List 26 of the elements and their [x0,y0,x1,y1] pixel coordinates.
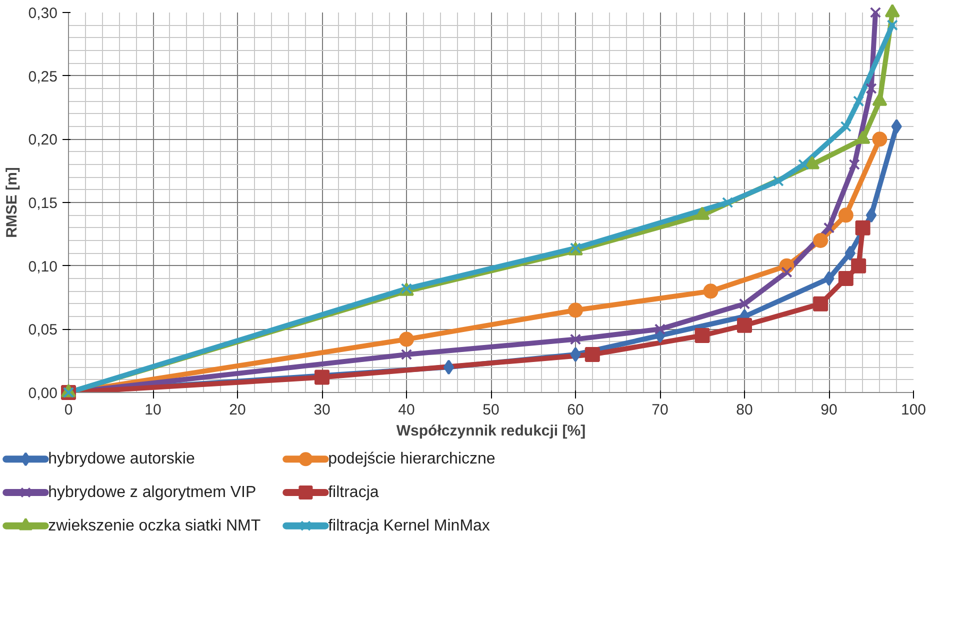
x-tick-label: 100 [900,402,926,418]
x-tick-label: 40 [398,402,415,418]
x-tick-label: 50 [482,402,500,418]
x-tick-label: 10 [144,402,162,418]
x-tick-label: 30 [314,402,330,418]
legend-label: hybrydowe z algorytmem VIP [48,484,256,501]
x-tick-label: 80 [736,402,753,418]
y-tick-label: 0,05 [28,322,58,339]
y-axis-title: RMSE [m] [3,167,20,238]
x-tick-label: 90 [820,402,838,418]
legend-label: zwiekszenie oczka siatki NMT [48,517,261,534]
x-tick-label: 60 [567,402,584,418]
y-tick-label: 0,15 [28,195,58,212]
x-tick-label: 0 [64,402,73,418]
y-tick-label: 0,10 [28,258,58,276]
x-tick-label: 70 [652,402,668,418]
legend-label: hybrydowe autorskie [48,450,195,468]
legend-label: filtracja [328,484,379,501]
y-tick-label: 0,25 [28,68,58,86]
x-tick-label: 20 [229,402,246,418]
y-tick-label: 0,30 [28,5,58,22]
x-axis-title: Współczynnik redukcji [%] [396,422,586,440]
legend-label: podejście hierarchiczne [328,450,496,468]
y-tick-label: 0,00 [28,385,58,402]
legend-label: filtracja Kernel MinMax [328,517,490,534]
y-tick-label: 0,20 [28,132,58,149]
